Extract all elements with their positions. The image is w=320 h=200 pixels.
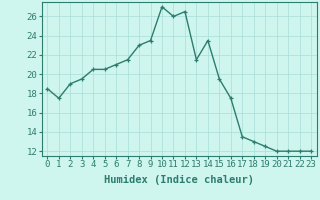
X-axis label: Humidex (Indice chaleur): Humidex (Indice chaleur) <box>104 175 254 185</box>
